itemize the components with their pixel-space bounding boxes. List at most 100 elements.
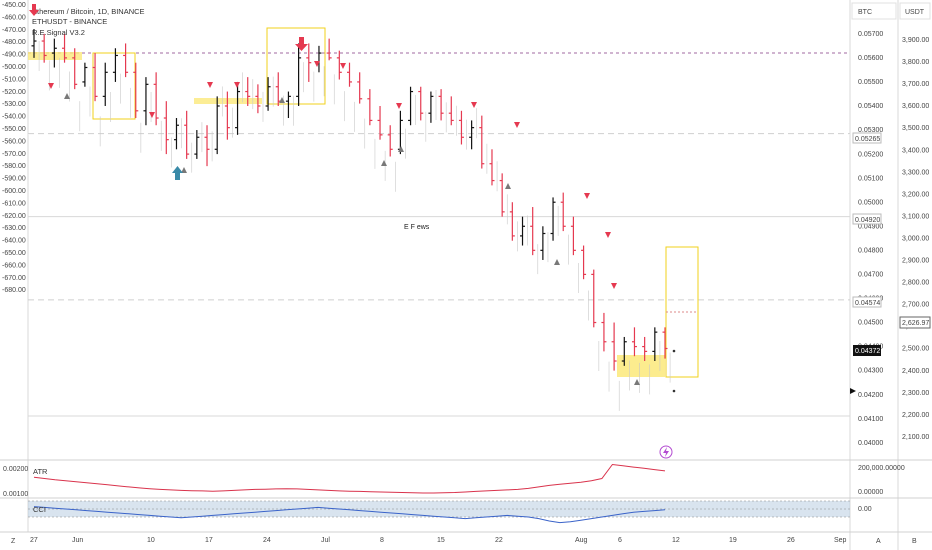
usdt-axis-tick: 3,700.00 (902, 81, 929, 88)
svg-text:0.04574: 0.04574 (855, 300, 880, 307)
left-axis-tick: -680.00 (2, 287, 26, 294)
usdt-axis-tick: 2,100.00 (902, 434, 929, 441)
signal-down-triangle (611, 283, 617, 289)
left-axis-tick: -670.00 (2, 275, 26, 282)
usdt-currency-label: USDT (905, 9, 925, 16)
atr-left-tick: 0.00100 (3, 491, 28, 498)
left-axis-tick: -460.00 (2, 14, 26, 21)
atr-label[interactable]: ATR (33, 467, 48, 476)
usdt-axis-tick: 2,800.00 (902, 280, 929, 287)
time-axis-tick: 24 (263, 537, 271, 544)
auto-scale-button[interactable]: A (876, 538, 881, 545)
left-axis-tick: -450.00 (2, 2, 26, 9)
time-axis-tick: 12 (672, 537, 680, 544)
time-axis-tick: Sep (834, 537, 847, 544)
left-axis-tick: -490.00 (2, 52, 26, 59)
svg-text:0.04372: 0.04372 (855, 348, 880, 355)
svg-text:2,626.97: 2,626.97 (902, 320, 929, 327)
btc-axis-tick: 0.05700 (858, 31, 883, 38)
time-axis-tick: Jul (321, 537, 330, 544)
left-axis-tick: -510.00 (2, 76, 26, 83)
level-badge-04920: 0.04920 (852, 213, 882, 225)
btc-axis-tick: 0.04700 (858, 272, 883, 279)
btc-axis-tick: 0.05400 (858, 103, 883, 110)
left-axis-tick: -600.00 (2, 188, 26, 195)
usdt-axis-tick: 3,200.00 (902, 191, 929, 198)
usdt-axis-tick: 3,800.00 (902, 59, 929, 66)
time-axis-tick: 26 (787, 537, 795, 544)
btc-axis-tick: 0.04000 (858, 440, 883, 447)
usdt-axis-tick: 2,400.00 (902, 368, 929, 375)
signal-box-2 (266, 27, 326, 105)
left-axis-tick: -590.00 (2, 176, 26, 183)
legend-indicator[interactable]: R.E.Signal V3.2 (32, 28, 85, 37)
atr-right-tick: 0.00000 (858, 489, 883, 496)
usdt-currency-chip[interactable] (899, 2, 931, 20)
atr-left-tick: 0.00200 (3, 466, 28, 473)
signal-boxes (28, 27, 699, 378)
cci-pane: 0.00 (28, 500, 872, 524)
signal-down-triangle (396, 103, 402, 109)
btc-currency-label: BTC (858, 9, 872, 16)
cci-line (33, 506, 666, 524)
cci-band (28, 501, 850, 517)
usdt-axis-tick: 2,300.00 (902, 390, 929, 397)
btc-currency-chip[interactable] (851, 2, 897, 20)
signal-box-fill-2 (194, 98, 262, 104)
timezone-icon[interactable]: Z (11, 538, 16, 545)
left-axis-tick: -550.00 (2, 126, 26, 133)
signal-up-triangle (634, 379, 640, 385)
price-marker-icon (850, 388, 856, 394)
signal-down-triangle (149, 112, 155, 118)
arrow-up-icon (172, 166, 183, 180)
svg-text:0.04920: 0.04920 (855, 217, 880, 224)
btc-axis-tick: 0.04500 (858, 320, 883, 327)
time-axis-ticks: 27 Jun 10 17 24 Jul 8 15 22 Aug 6 12 19 26 Sep (30, 537, 847, 544)
usdt-axis-tick: 3,500.00 (902, 125, 929, 132)
btc-axis-tick: 0.04300 (858, 368, 883, 375)
btc-axis-tick: 0.05600 (858, 55, 883, 62)
wave-annotation: E F ews (404, 224, 430, 231)
usdt-axis-tick: 3,300.00 (902, 169, 929, 176)
btc-axis-tick: 0.05200 (858, 151, 883, 158)
legend-secondary-symbol[interactable]: ETHUSDT - BINANCE (32, 17, 107, 26)
level-badge-05265: 0.05265 (852, 132, 882, 144)
usdt-axis-tick: 3,400.00 (902, 147, 929, 154)
time-axis-tick: Jun (72, 537, 83, 544)
signal-up-triangle (554, 259, 560, 265)
btc-axis-tick: 0.04100 (858, 416, 883, 423)
left-axis-tick: -480.00 (2, 39, 26, 46)
time-axis-tick: 15 (437, 537, 445, 544)
usdt-axis-tick: 2,500.00 (902, 346, 929, 353)
signal-down-triangle (471, 102, 477, 108)
settings-button[interactable]: B (912, 538, 917, 545)
time-axis-tick: 22 (495, 537, 503, 544)
left-axis-tick: -610.00 (2, 200, 26, 207)
time-axis-tick: 19 (729, 537, 737, 544)
usdt-axis-tick: 3,100.00 (902, 213, 929, 220)
signal-up-triangle (381, 160, 387, 166)
legend-symbol[interactable]: Ethereum / Bitcoin, 1D, BINANCE (32, 7, 145, 16)
arrow-down-icon-topleft (29, 4, 39, 16)
btc-axis-tick: 0.05000 (858, 199, 883, 206)
signal-down-triangle (314, 61, 320, 67)
usdt-axis-tick: 2,900.00 (902, 258, 929, 265)
signal-dot (672, 389, 676, 393)
left-axis-tick: -660.00 (2, 262, 26, 269)
main-pane (28, 0, 850, 460)
left-axis-tick: -530.00 (2, 101, 26, 108)
svg-text:0.05265: 0.05265 (855, 136, 880, 143)
signal-dot (672, 349, 676, 353)
left-axis-tick: -630.00 (2, 225, 26, 232)
left-axis-tick: -650.00 (2, 250, 26, 257)
signal-down-triangle (207, 82, 213, 88)
usdt-axis-tick: 2,700.00 (902, 302, 929, 309)
level-badge-04574: 0.04574 (852, 296, 882, 308)
btc-axis-tick: 0.04200 (858, 392, 883, 399)
usdt-axis-tick: 2,200.00 (902, 412, 929, 419)
signal-down-triangle (340, 63, 346, 69)
btc-axis-ticks: 0.05700 0.05600 0.05500 0.05400 0.05300 0.052… (858, 31, 883, 447)
lightning-icon[interactable] (659, 445, 673, 459)
cci-label[interactable]: CCI (33, 505, 46, 514)
time-axis-tick: 6 (618, 537, 622, 544)
